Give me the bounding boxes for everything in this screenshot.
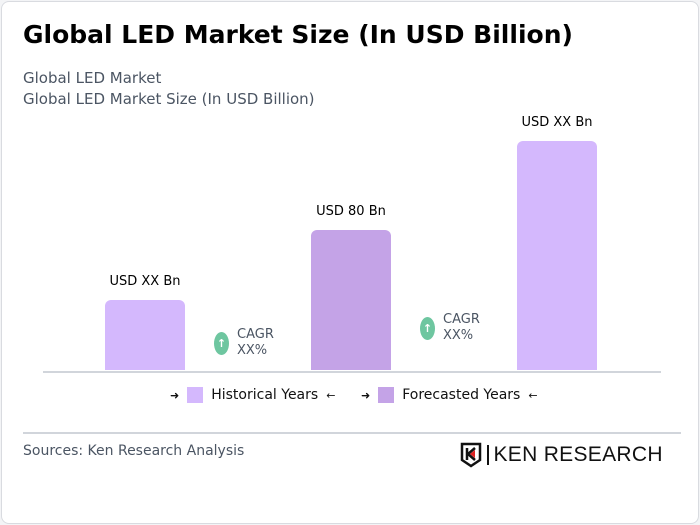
divider — [23, 432, 681, 434]
legend-label: Historical Years — [211, 387, 319, 403]
ken-research-logo: KEN RESEARCH — [460, 442, 663, 468]
arrow-right-icon: ➜ — [170, 388, 180, 402]
bar — [105, 300, 185, 370]
cagr-label: CAGR — [443, 312, 480, 327]
arrow-left-icon: ← — [528, 388, 538, 402]
legend-item-forecasted: ➜ Forecasted Years ← — [361, 387, 538, 403]
chart-subtitle: Global LED Market — [23, 69, 162, 87]
ken-logo-icon — [460, 442, 482, 468]
bar — [311, 230, 391, 370]
arrow-up-icon: ↑ — [214, 331, 229, 355]
arrow-right-icon: ➜ — [361, 388, 371, 402]
chart-subtitle-2: Global LED Market Size (In USD Billion) — [23, 90, 315, 108]
cagr-annotation: ↑ CAGR XX% — [420, 312, 480, 344]
cagr-annotation: ↑ CAGR XX% — [214, 327, 274, 359]
legend-item-historical: ➜ Historical Years ← — [170, 387, 335, 403]
source-text: Sources: Ken Research Analysis — [23, 443, 245, 459]
legend-swatch — [378, 387, 395, 403]
chart-title: Global LED Market Size (In USD Billion) — [23, 20, 573, 49]
x-axis-line — [43, 371, 661, 373]
cagr-value: XX% — [237, 343, 268, 358]
arrow-up-icon: ↑ — [420, 316, 435, 340]
cagr-value: XX% — [443, 328, 474, 343]
logo-text: KEN RESEARCH — [493, 443, 663, 466]
legend-swatch — [187, 387, 204, 403]
bar-data-label: USD XX Bn — [521, 114, 593, 130]
bar-data-label: USD 80 Bn — [316, 204, 386, 219]
logo-separator — [487, 445, 489, 465]
bar-data-label: USD XX Bn — [109, 274, 181, 289]
legend-label: Forecasted Years — [402, 387, 521, 403]
arrow-left-icon: ← — [326, 388, 336, 402]
bar — [517, 140, 597, 370]
cagr-label: CAGR — [237, 327, 274, 342]
